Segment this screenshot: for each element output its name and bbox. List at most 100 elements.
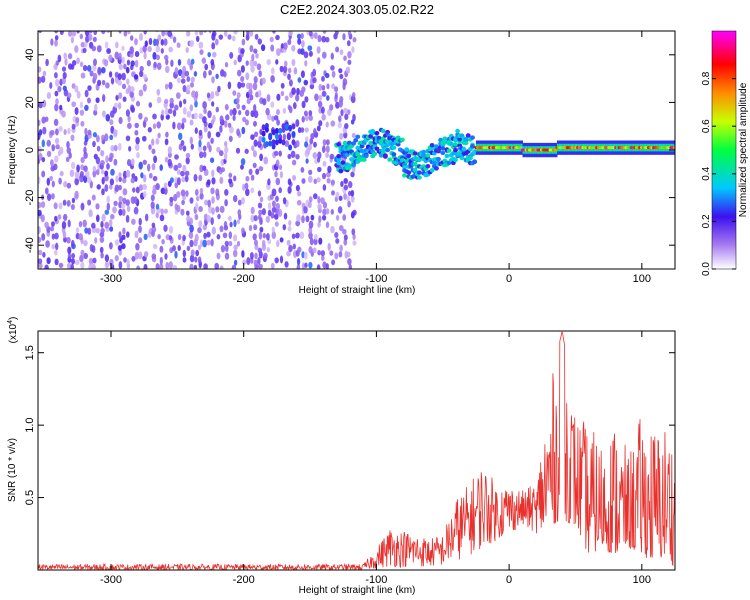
heatmap-cell [279, 65, 284, 73]
heatmap-cell [220, 244, 226, 253]
heatmap-cell [82, 219, 87, 228]
heatmap-cell [406, 170, 412, 175]
heatmap-cell [134, 59, 139, 68]
heatmap-cell [118, 208, 123, 216]
heatmap-cell [138, 112, 143, 120]
heatmap-cell [219, 265, 224, 269]
heatmap-cell [331, 83, 336, 90]
heatmap-cell [291, 159, 297, 166]
heatmap-cell [190, 249, 195, 256]
heatmap-cell [153, 61, 157, 68]
heatmap-cell [308, 169, 313, 176]
heatmap-cell [76, 57, 80, 64]
heatmap-cell [45, 58, 49, 67]
heatmap-cell [291, 123, 296, 130]
heatmap-cell [270, 67, 275, 75]
heatmap-cell [134, 122, 139, 129]
heatmap-cell [137, 251, 143, 260]
heatmap-cell [125, 169, 131, 178]
heatmap-cell [253, 60, 258, 67]
heatmap-cell [76, 91, 81, 99]
heatmap-cell [271, 129, 276, 136]
heatmap-cell [275, 202, 281, 211]
heatmap-cell [172, 264, 178, 269]
heatmap-cell [139, 70, 144, 78]
heatmap-cell [346, 40, 351, 47]
heatmap-cell [278, 137, 283, 144]
heatmap-cell [168, 261, 173, 269]
heatmap-cell [84, 41, 88, 48]
heatmap-cell [347, 200, 351, 208]
heatmap-cell [38, 102, 43, 109]
heatmap-cell [321, 145, 326, 154]
heatmap-cell [235, 97, 240, 104]
heatmap-cell [391, 152, 397, 157]
heatmap-cell [181, 122, 185, 130]
heatmap-cell [104, 254, 110, 263]
heatmap-cell [181, 117, 187, 124]
heatmap-cell [151, 138, 155, 146]
heatmap-cell [138, 225, 142, 234]
heatmap-cell [163, 54, 169, 61]
heatmap-cell [101, 110, 106, 118]
heatmap-cell [92, 140, 96, 148]
heatmap-cell [76, 31, 80, 34]
heatmap-cell [125, 231, 130, 238]
heatmap-cell [211, 207, 215, 215]
heatmap-cell [203, 125, 208, 133]
heatmap-cell [83, 252, 89, 260]
heatmap-cell [275, 34, 280, 41]
heatmap-cell [284, 60, 288, 67]
heatmap-cell [253, 76, 258, 84]
heatmap-cell [335, 214, 340, 221]
heatmap-cell [140, 172, 144, 179]
heatmap-cell [316, 177, 321, 183]
heatmap-cell [288, 244, 293, 253]
heatmap-cell [45, 240, 50, 248]
heatmap-cell [253, 259, 258, 266]
heatmap-cell [167, 158, 172, 167]
heatmap-cell [261, 239, 266, 247]
heatmap-cell [229, 126, 234, 134]
heatmap-cell [270, 44, 275, 52]
heatmap-cell [282, 224, 287, 231]
heatmap-cell [263, 156, 269, 165]
heatmap-cell [346, 195, 351, 202]
heatmap-cell [113, 129, 118, 137]
heatmap-cell [189, 263, 194, 269]
x-tick-label: -300 [100, 574, 122, 586]
heatmap-cell [211, 169, 215, 178]
heatmap-cell [189, 136, 193, 145]
heatmap-cell [227, 34, 232, 40]
heatmap-cell [189, 62, 193, 71]
heatmap-cell [295, 232, 300, 239]
heatmap-cell [287, 39, 292, 45]
heatmap-cell [137, 237, 143, 244]
heatmap-cell [303, 206, 308, 214]
heatmap-cell [472, 159, 477, 164]
heatmap-cell [130, 60, 135, 67]
heatmap-cell [236, 92, 241, 99]
heatmap-cell [114, 71, 119, 78]
heatmap-cell [292, 174, 297, 181]
heatmap-cell [152, 243, 158, 250]
heatmap-cell [199, 239, 204, 248]
heatmap-cell [274, 170, 278, 178]
heatmap-cell [279, 237, 284, 243]
snr-x-label: Height of straight line (km) [299, 585, 416, 596]
heatmap-cell [194, 188, 199, 196]
heatmap-cell [164, 138, 169, 146]
heatmap-cell [308, 50, 313, 57]
heatmap-cell [231, 264, 237, 269]
heatmap-cell [164, 83, 169, 90]
colorbar-tick-label: 0.4 [701, 166, 712, 180]
heatmap-cell [215, 188, 220, 197]
heatmap-cell [259, 196, 264, 203]
heatmap-cell [330, 65, 335, 71]
heatmap-cell [216, 252, 221, 260]
heatmap-cell [130, 86, 135, 93]
heatmap-cell [118, 172, 122, 178]
heatmap-cell [330, 225, 335, 234]
heatmap-cell [202, 165, 207, 171]
